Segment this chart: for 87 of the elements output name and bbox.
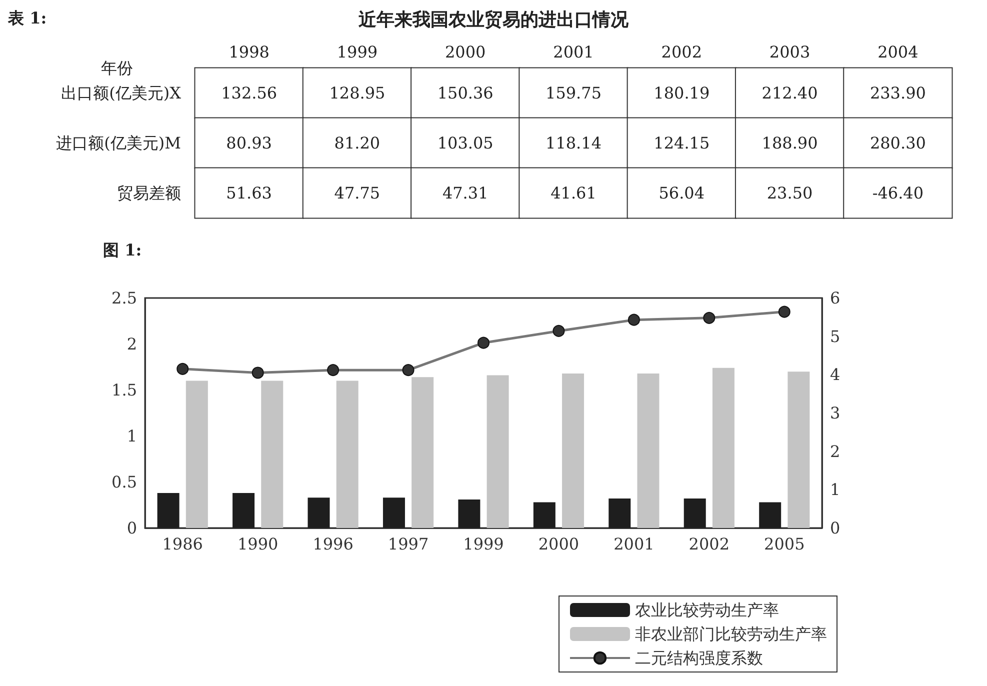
bar <box>608 498 631 528</box>
y-tick-label: 1 <box>126 426 137 446</box>
y2-tick-label: 3 <box>830 404 840 422</box>
bar <box>261 380 284 528</box>
data-label: 51.63 <box>226 184 272 202</box>
x-tick-label: 1986 <box>162 534 203 554</box>
data-label: 56.04 <box>658 184 705 202</box>
point <box>628 314 640 326</box>
x-axis-title: 年份 <box>101 58 133 78</box>
legend-label: 二元结构强度系数 <box>635 648 763 668</box>
y-tick-label: 2.5 <box>112 288 137 308</box>
y-tick-label: 0 <box>126 518 137 538</box>
bar <box>458 499 480 528</box>
x-tick-label: 2000 <box>445 42 486 62</box>
y-tick-label: 出口额(亿美元)X <box>61 84 182 102</box>
data-label: 212.40 <box>762 84 818 102</box>
data-label: 150.36 <box>437 84 494 102</box>
point <box>402 364 414 376</box>
data-label: 188.90 <box>762 134 818 152</box>
x-tick-label: 1990 <box>237 534 278 554</box>
bar <box>684 498 706 528</box>
bar <box>186 380 208 528</box>
bar <box>788 372 810 528</box>
bar <box>308 498 330 528</box>
point <box>552 324 565 337</box>
x-tick-label: 2002 <box>661 42 702 62</box>
legend-label: 非农业部门比较劳动生产率 <box>635 624 827 644</box>
y-tick-label: 1.5 <box>112 380 137 400</box>
bar <box>336 380 358 528</box>
data-label: 80.93 <box>226 134 272 152</box>
legend-label: 农业比较劳动生产率 <box>635 600 779 620</box>
x-tick-label: 2005 <box>764 534 805 554</box>
bar <box>533 502 556 528</box>
bar <box>759 502 782 528</box>
point <box>778 306 790 318</box>
bar <box>157 493 180 528</box>
data-label: 124.15 <box>654 134 710 152</box>
x-tick-label: 2000 <box>538 534 580 554</box>
y-tick-label: 0.5 <box>112 472 137 492</box>
data-label: 233.90 <box>870 84 926 102</box>
x-tick-label: 2003 <box>769 42 810 62</box>
data-label: 47.31 <box>442 184 488 202</box>
x-tick-label: 2001 <box>614 534 654 554</box>
bar <box>562 373 584 528</box>
point <box>703 312 716 324</box>
x-tick-label: 2001 <box>553 42 594 62</box>
y2-tick-label: 2 <box>830 442 840 461</box>
data-label: 180.19 <box>654 84 710 102</box>
data-label: 118.14 <box>546 134 602 152</box>
text: 表 1: <box>7 8 47 28</box>
data-label: 103.05 <box>437 134 494 152</box>
y2-tick-label: 0 <box>830 518 840 538</box>
bar <box>412 377 434 528</box>
data-label: 280.30 <box>870 134 926 152</box>
bar <box>232 493 255 528</box>
y-tick-label: 2 <box>126 334 137 354</box>
data-label: 41.61 <box>550 184 596 202</box>
y-tick-label: 贸易差额 <box>117 184 181 202</box>
bar <box>382 498 405 528</box>
data-label: 23.50 <box>766 184 813 202</box>
bar <box>637 373 660 528</box>
point <box>478 336 490 349</box>
point <box>327 364 340 376</box>
y2-tick-label: 1 <box>830 480 840 500</box>
y2-tick-label: 5 <box>830 326 840 346</box>
x-tick-label: 1997 <box>388 534 429 554</box>
point <box>252 366 264 379</box>
x-tick-label: 2004 <box>878 42 918 62</box>
data-label: -46.40 <box>872 184 924 202</box>
bar <box>486 375 509 528</box>
x-tick-label: 2002 <box>688 534 730 554</box>
x-tick-label: 1999 <box>463 534 504 554</box>
y2-tick-label: 4 <box>830 365 840 384</box>
data-label: 132.56 <box>221 84 278 102</box>
chart-title: 近年来我国农业贸易的进出口情况 <box>358 10 630 30</box>
caption: 图 1: <box>103 240 142 260</box>
y-tick-label: 进口额(亿美元)M <box>56 134 181 152</box>
x-tick-label: 1998 <box>228 42 270 62</box>
bar <box>712 368 734 528</box>
data-label: 159.75 <box>546 84 602 102</box>
x-tick-label: 1999 <box>336 42 378 62</box>
x-tick-label: 1996 <box>312 534 354 554</box>
data-label: 47.75 <box>334 184 380 202</box>
data-label: 81.20 <box>334 134 380 152</box>
point <box>176 362 189 375</box>
y2-tick-label: 6 <box>830 288 840 308</box>
data-label: 128.95 <box>329 84 386 102</box>
